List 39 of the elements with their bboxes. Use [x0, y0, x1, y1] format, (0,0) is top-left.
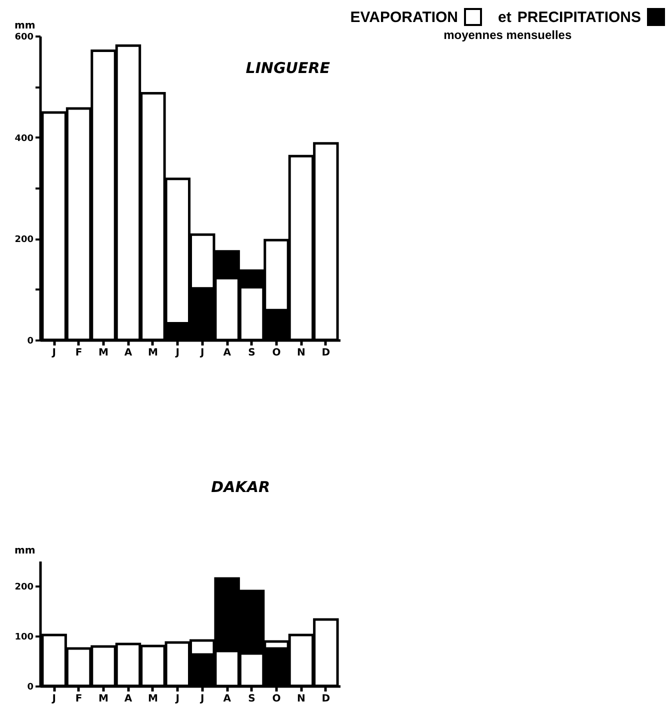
x-tick-label: A: [124, 694, 132, 704]
x-tick-label: A: [124, 348, 132, 358]
y-tick-label: 400: [14, 134, 34, 144]
x-tick-label: D: [322, 694, 330, 704]
x-tick-label: F: [75, 348, 82, 358]
x-tick-label: F: [75, 694, 82, 704]
x-tick-label: N: [297, 348, 306, 358]
y-tick-label: 600: [14, 32, 34, 42]
x-tick-label: S: [248, 348, 256, 358]
x-tick-label: A: [223, 694, 232, 704]
y-tick-label: 200: [14, 235, 34, 246]
x-tick-label: M: [148, 348, 158, 358]
text: moyennes mensuelles: [442, 28, 573, 42]
x-tick-label: S: [248, 694, 256, 704]
x-tick-label: J: [174, 694, 180, 704]
x-tick-label: J: [174, 348, 180, 358]
text: et: [498, 8, 512, 26]
x-tick-label: M: [98, 348, 109, 358]
x-tick-label: J: [199, 694, 204, 704]
x-tick-label: D: [322, 348, 330, 358]
x-tick-label: A: [223, 348, 232, 358]
x-tick-label: J: [51, 694, 56, 704]
x-tick-label: M: [98, 694, 109, 704]
y-tick-label: 100: [14, 632, 34, 642]
legend-label: EVAPORATION: [350, 8, 458, 26]
text: LINGUERE: [246, 59, 331, 77]
legend-label: PRECIPITATIONS: [517, 8, 641, 26]
x-tick-label: O: [272, 348, 281, 358]
x-tick-label: N: [297, 694, 306, 704]
y-axis-title: mm: [14, 546, 36, 556]
y-tick-label: 0: [27, 336, 34, 346]
y-axis-title: mm: [14, 20, 36, 32]
x-tick-label: J: [199, 348, 204, 358]
y-tick-label: 0: [27, 682, 34, 692]
x-tick-label: J: [51, 348, 56, 358]
y-tick-label: 200: [14, 582, 34, 592]
chart-title: DAKAR: [211, 478, 270, 496]
x-tick-label: M: [148, 694, 158, 704]
x-tick-label: O: [272, 694, 281, 704]
